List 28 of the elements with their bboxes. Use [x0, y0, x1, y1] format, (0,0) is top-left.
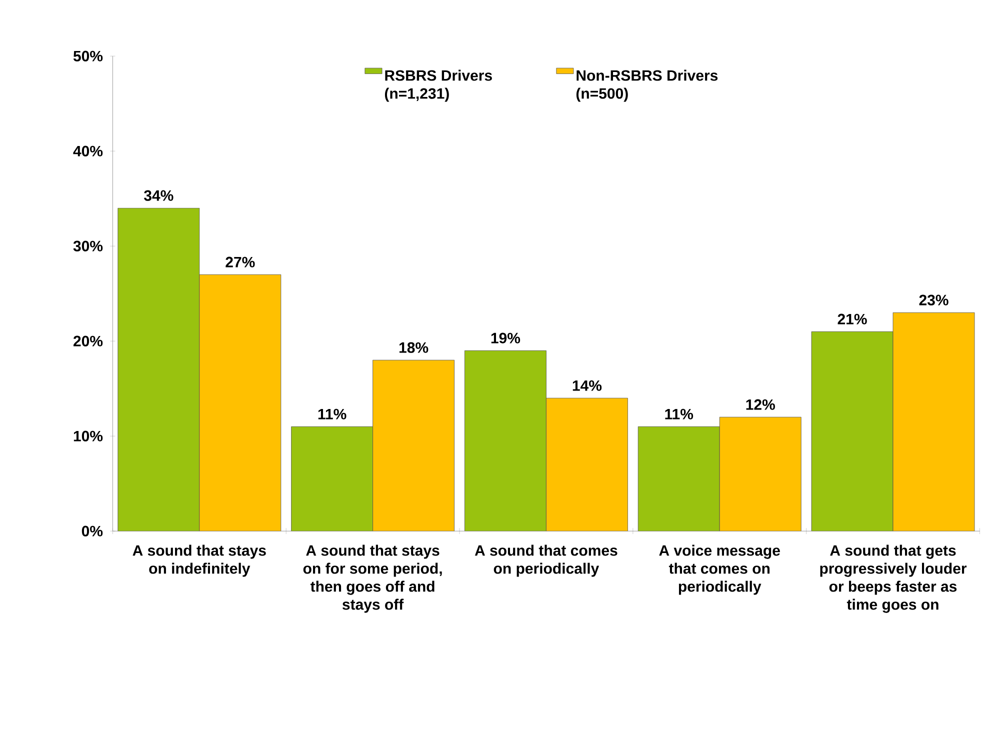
bar	[892, 312, 975, 532]
y-tick-label: 10%	[74, 430, 103, 442]
data-label: 14%	[572, 380, 602, 391]
data-label: 11%	[665, 408, 694, 420]
x-tick-label: A sound that stays on indefinitely	[132, 544, 266, 577]
data-label: 27%	[226, 256, 255, 268]
x-tick-label: A sound that stays on for some period, then goes off and stays off	[303, 544, 442, 613]
y-tick-label: 50%	[73, 50, 103, 62]
bar	[372, 360, 455, 532]
data-label: 21%	[838, 314, 867, 324]
legend-label: Non-RSBRS Drivers (n=500)	[576, 70, 718, 102]
x-tick-label: A voice message that comes on periodically	[659, 544, 780, 595]
data-label: 11%	[318, 408, 346, 420]
data-label: 23%	[919, 294, 948, 306]
data-label: 34%	[144, 190, 174, 201]
y-tick-label: 40%	[73, 146, 103, 156]
data-label: 12%	[746, 399, 775, 410]
x-tick-label: A sound that gets progressively louder or beeps faster as time goes on	[820, 544, 967, 613]
y-tick-label: 0%	[82, 526, 103, 536]
bar	[719, 416, 802, 532]
data-label: 18%	[399, 342, 428, 353]
x-tick-label: A sound that comes on periodically	[474, 544, 618, 577]
legend-label: RSBRS Drivers (n=1,231)	[384, 70, 492, 102]
y-tick-label: 30%	[73, 240, 103, 252]
y-tick-label: 20%	[74, 336, 103, 346]
data-label: 19%	[491, 332, 520, 344]
bar	[199, 274, 282, 532]
bar	[546, 398, 628, 532]
